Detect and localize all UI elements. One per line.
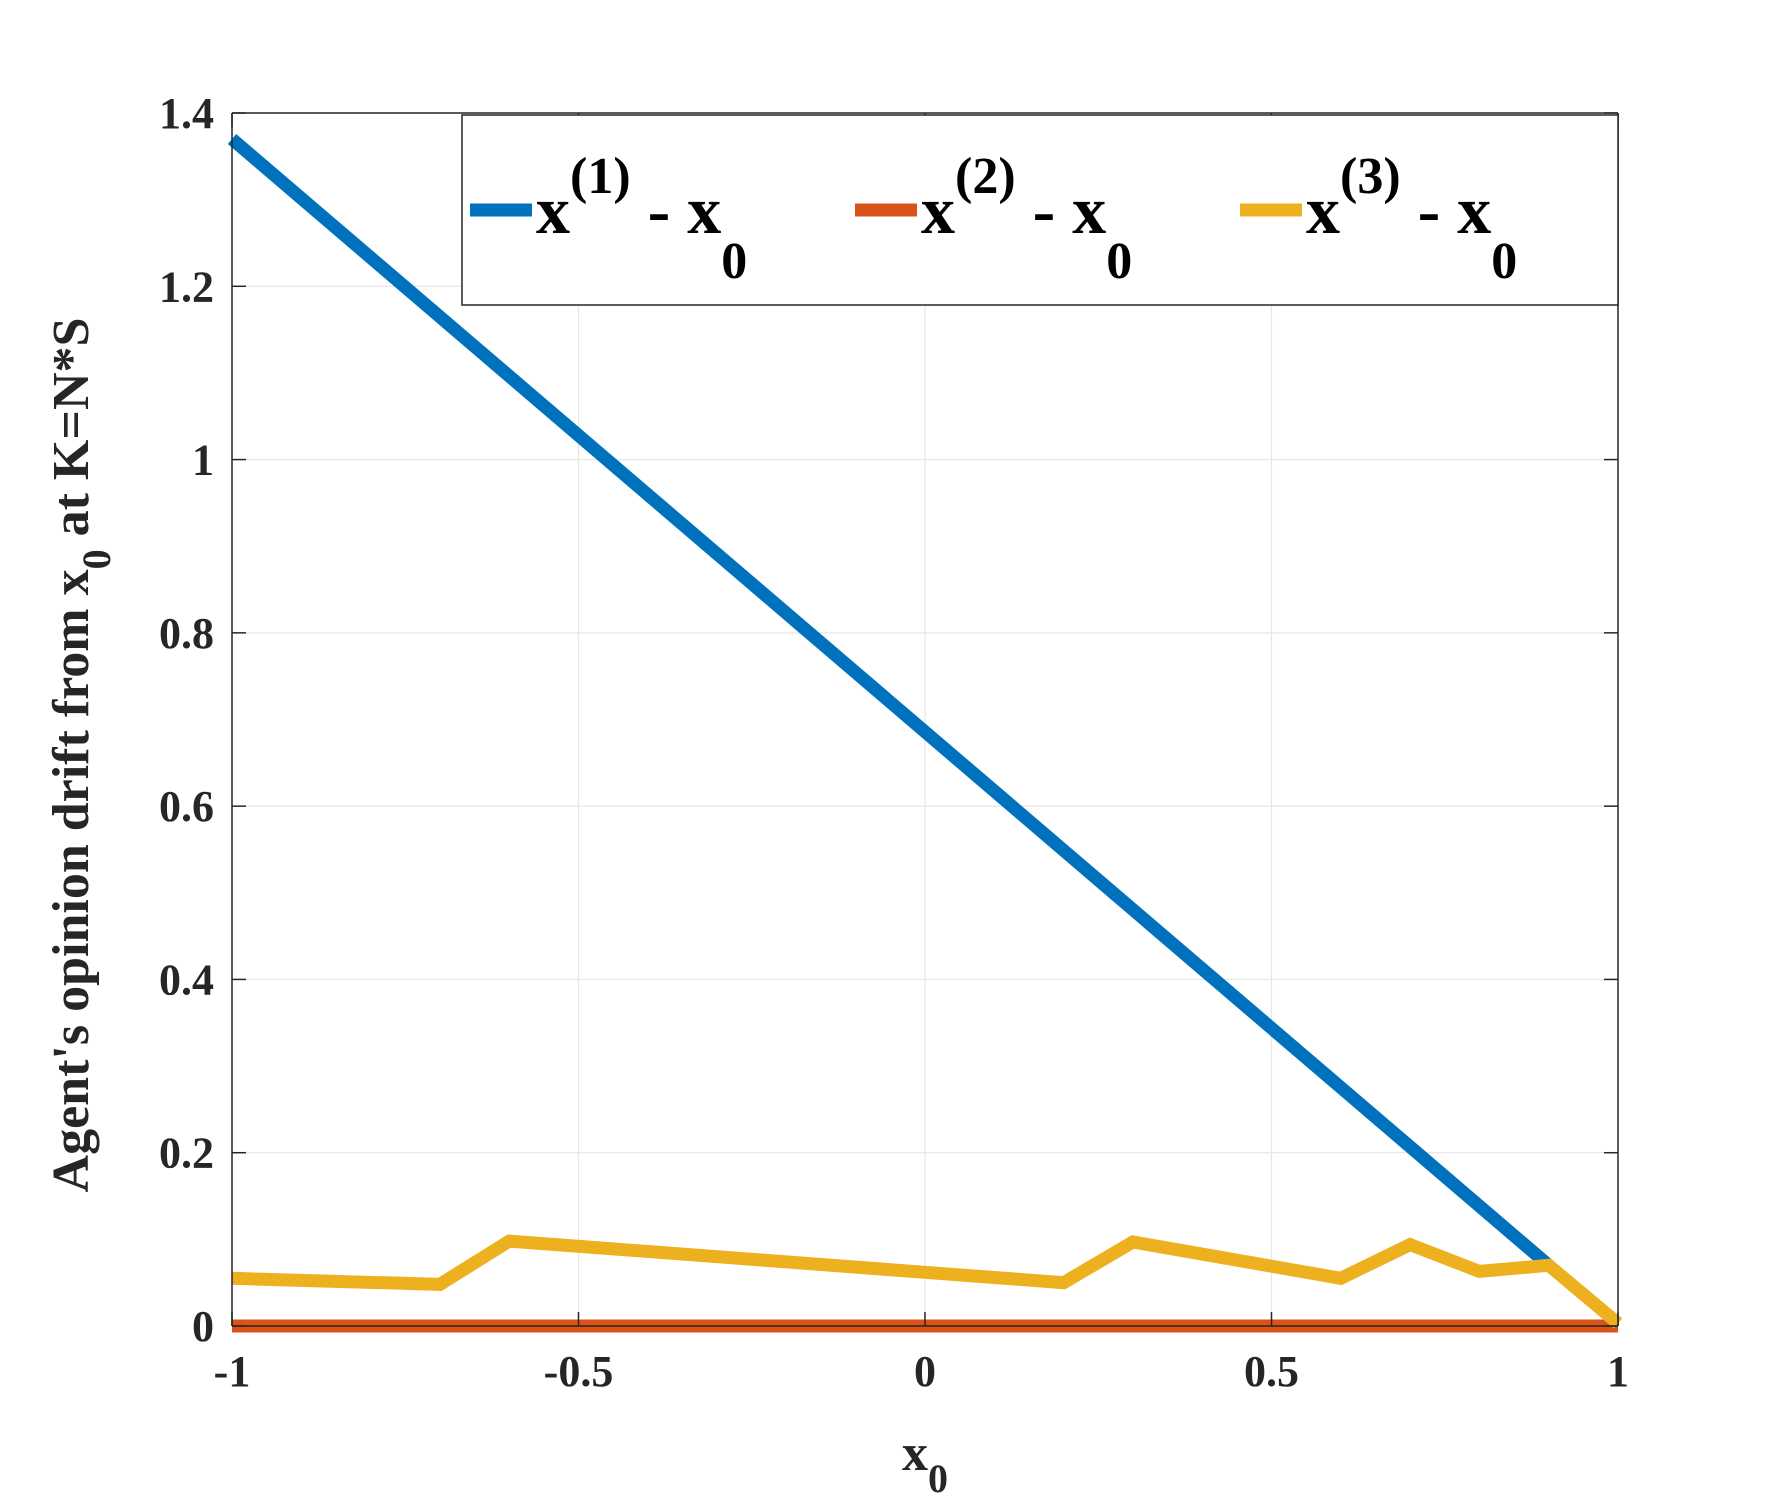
legend-label-mid: - x <box>1401 172 1492 248</box>
y-axis-title-sub: 0 <box>74 549 119 569</box>
legend-label-sub: 0 <box>1106 233 1132 290</box>
y-axis-title-post: at K=N*S <box>43 318 100 550</box>
legend-label-2: x(2) - x0 <box>921 148 1132 290</box>
legend-label-base: x <box>536 172 570 248</box>
y-axis-title-pre: Agent's opinion drift from x <box>43 569 100 1192</box>
legend: x(1) - x0x(2) - x0x(3) - x0 <box>461 114 1619 306</box>
legend-box <box>461 114 1619 306</box>
legend-label-sup: (1) <box>570 148 631 205</box>
legend-label-1: x(1) - x0 <box>536 148 747 290</box>
legend-label-sub: 0 <box>1491 233 1517 290</box>
x-axis-title-sub: 0 <box>928 1456 948 1501</box>
y-tick-label: 0 <box>192 1302 214 1351</box>
series-line-1 <box>227 134 1553 1271</box>
legend-label-sup: (2) <box>955 148 1016 205</box>
legend-label-sup: (3) <box>1340 148 1401 205</box>
y-tick-label: 1.4 <box>159 89 214 138</box>
y-tick-label: 0.4 <box>159 955 214 1004</box>
legend-label-mid: - x <box>631 172 722 248</box>
y-tick-label: 1 <box>192 436 214 485</box>
x-tick-label: 0.5 <box>1244 1347 1299 1396</box>
tick-labels: -1 -0.5 0 0.5 1 0 0.2 0.4 0.6 0.8 1 1.2 1.4 <box>159 89 1629 1396</box>
y-tick-label: 0.8 <box>159 609 214 658</box>
legend-label-base: x <box>1306 172 1340 248</box>
grid-lines <box>231 112 1619 1327</box>
legend-label-base: x <box>921 172 955 248</box>
y-tick-label: 1.2 <box>159 262 214 311</box>
x-tick-label: -0.5 <box>544 1347 614 1396</box>
x-tick-label: 1 <box>1607 1347 1629 1396</box>
x-tick-label: 0 <box>914 1347 936 1396</box>
y-axis-title: Agent's opinion drift from x0 at K=N*S <box>43 318 119 1193</box>
y-tick-label: 0.6 <box>159 782 214 831</box>
y-tick-label: 0.2 <box>159 1129 214 1178</box>
axes <box>231 112 1619 1327</box>
x-axis-title: x0 <box>902 1425 948 1501</box>
legend-label-3: x(3) - x0 <box>1306 148 1517 290</box>
legend-label-mid: - x <box>1016 172 1107 248</box>
series-line-3 <box>231 1234 1623 1329</box>
x-axis-title-main: x <box>902 1425 928 1482</box>
legend-label-sub: 0 <box>721 233 747 290</box>
x-tick-label: -1 <box>214 1347 251 1396</box>
